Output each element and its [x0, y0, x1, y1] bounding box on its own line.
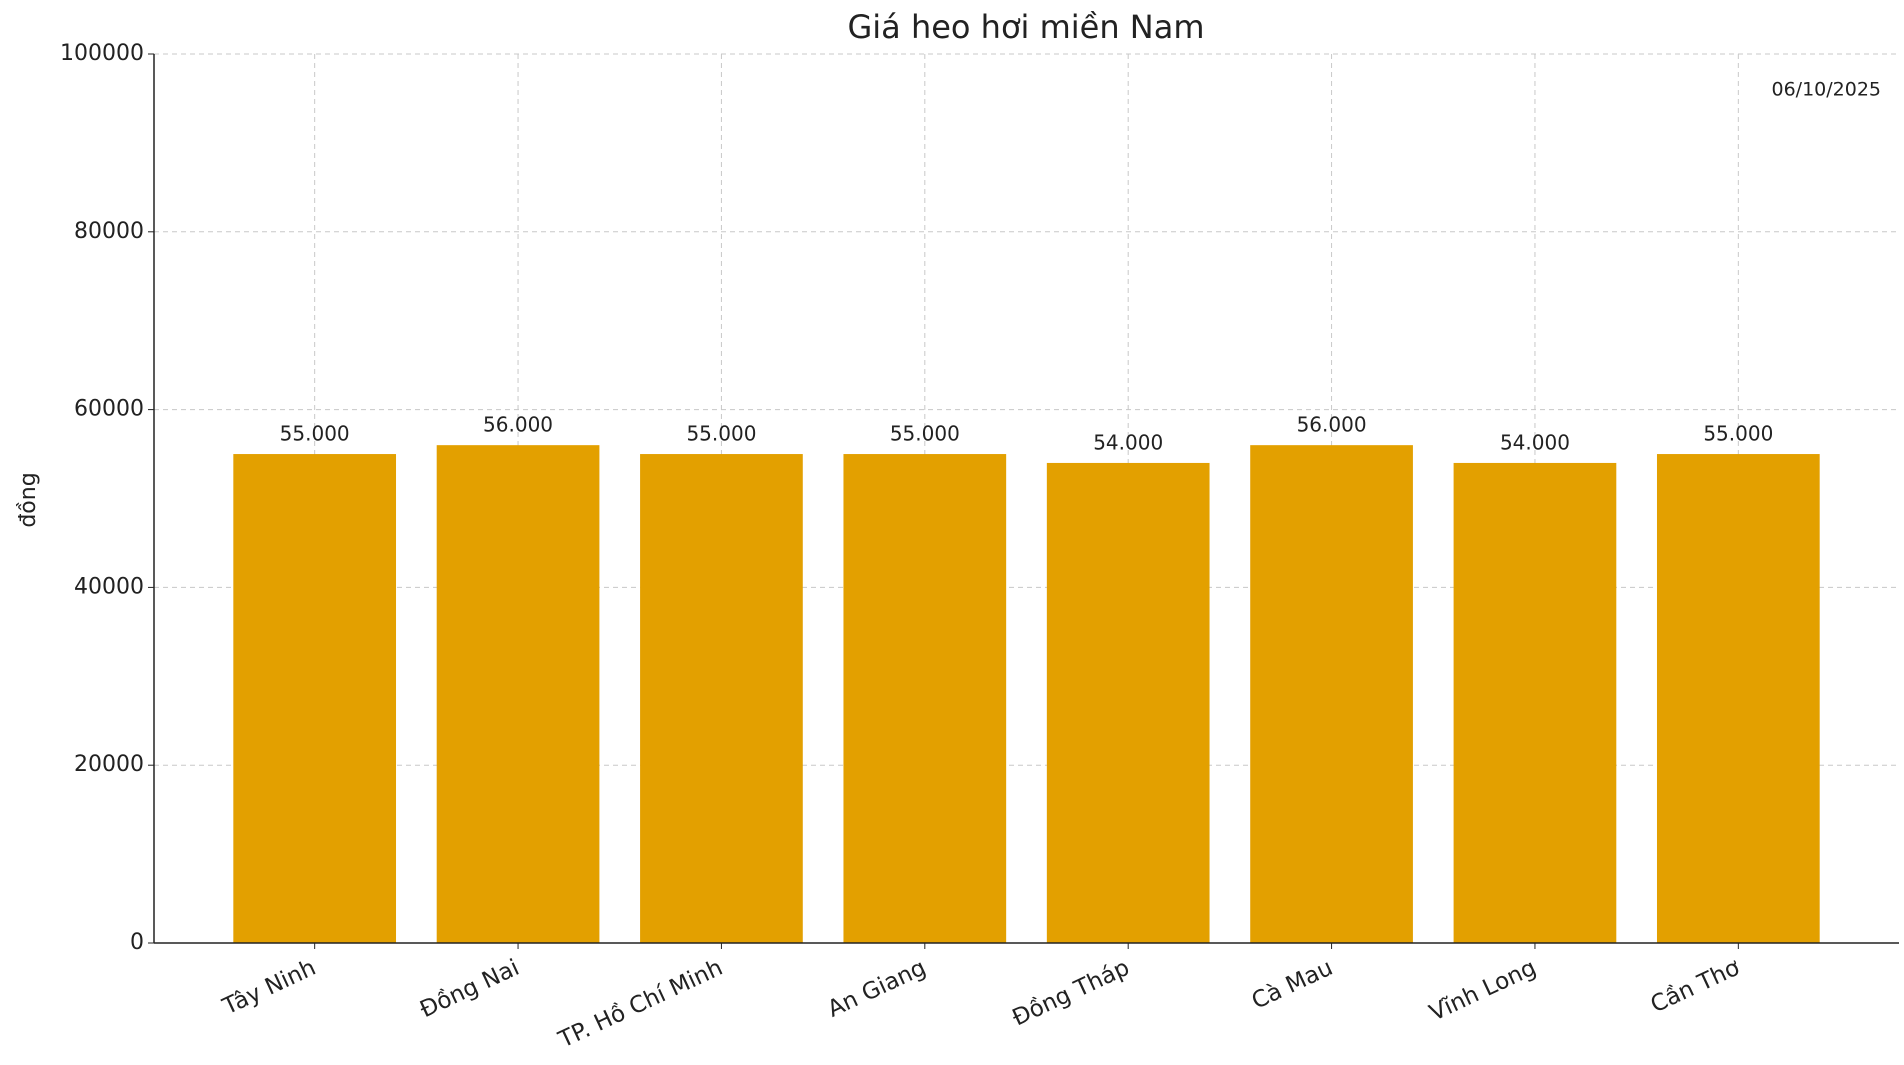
bar: [1250, 445, 1413, 943]
x-tick-label: An Giang: [824, 955, 930, 1023]
bar: [1656, 454, 1820, 943]
value-label: 55.000: [686, 422, 756, 446]
bar: [233, 454, 397, 943]
y-tick-label: 0: [130, 930, 144, 955]
y-tick-label: 80000: [74, 219, 144, 244]
y-tick-label: 40000: [74, 574, 144, 599]
value-label: 56.000: [1297, 413, 1367, 437]
y-axis-label: đồng: [16, 472, 41, 527]
y-tick-label: 100000: [60, 41, 144, 66]
x-tick-label: TP. Hồ Chí Minh: [554, 955, 727, 1054]
x-tick-label: Vĩnh Long: [1426, 955, 1541, 1027]
date-annotation: 06/10/2025: [1771, 79, 1881, 101]
x-tick-label: Cà Mau: [1248, 955, 1337, 1015]
x-tick-label: Đồng Nai: [416, 955, 523, 1023]
value-label: 55.000: [890, 422, 960, 446]
bar: [843, 454, 1007, 943]
bar: [640, 454, 803, 943]
y-tick-label: 20000: [74, 752, 144, 777]
bar: [1453, 462, 1617, 943]
value-label: 55.000: [280, 422, 350, 446]
value-label: 55.000: [1703, 422, 1773, 446]
value-label: 54.000: [1093, 430, 1163, 454]
y-tick-label: 60000: [74, 397, 144, 422]
value-label: 56.000: [483, 413, 553, 437]
bar: [436, 445, 600, 943]
value-label: 54.000: [1500, 430, 1570, 454]
bar: [1046, 462, 1210, 943]
chart-title: Giá heo hơi miền Nam: [847, 8, 1204, 46]
x-tick-label: Tây Ninh: [218, 955, 320, 1021]
x-tick-label: Đồng Tháp: [1009, 955, 1134, 1032]
x-tick-label: Cần Thơ: [1647, 955, 1744, 1019]
